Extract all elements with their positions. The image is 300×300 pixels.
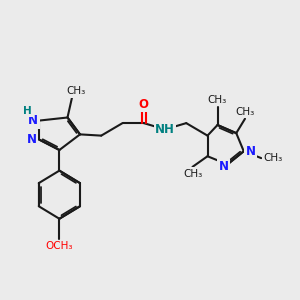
Text: CH₃: CH₃	[263, 153, 282, 163]
Text: NH: NH	[155, 123, 175, 136]
Text: OCH₃: OCH₃	[46, 241, 73, 251]
Text: CH₃: CH₃	[66, 86, 85, 96]
Text: H: H	[22, 106, 31, 116]
Text: N: N	[27, 133, 37, 146]
Text: N: N	[246, 145, 256, 158]
Text: O: O	[139, 98, 149, 111]
Text: N: N	[219, 160, 229, 173]
Text: CH₃: CH₃	[183, 169, 202, 179]
Text: N: N	[29, 114, 39, 127]
Text: N: N	[28, 114, 38, 127]
Text: CH₃: CH₃	[236, 107, 255, 117]
Text: CH₃: CH₃	[208, 95, 227, 105]
